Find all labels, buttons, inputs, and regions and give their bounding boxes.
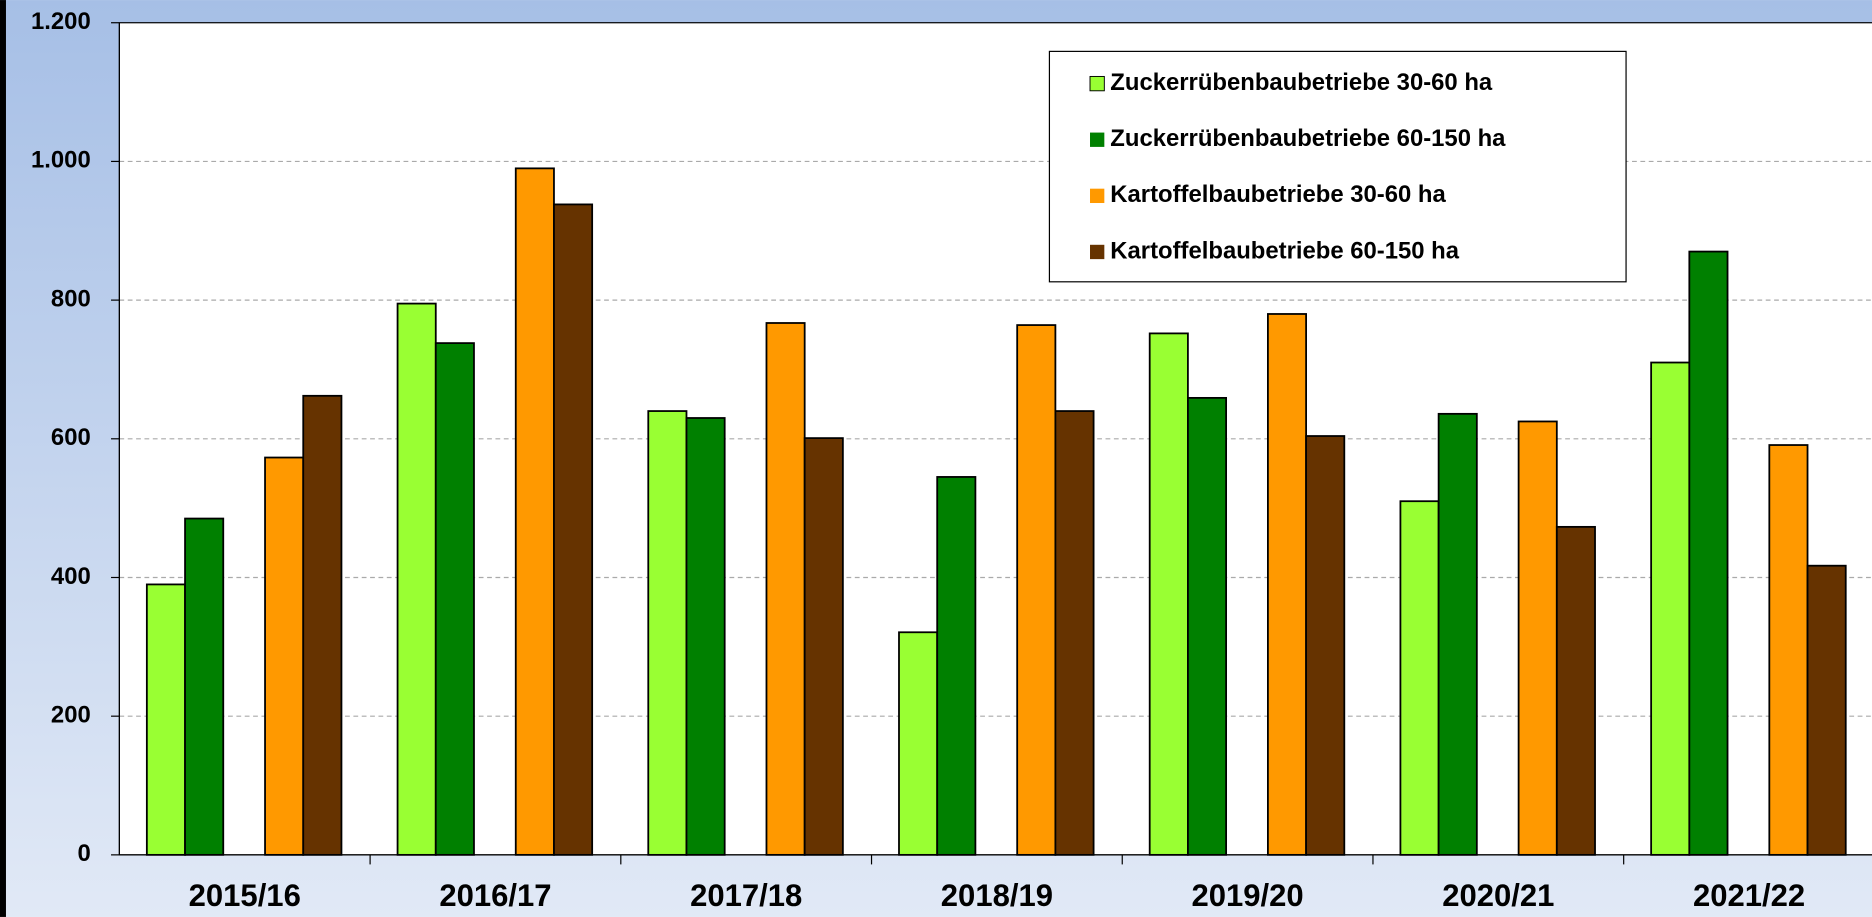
bar [434,342,475,856]
x-tick-label: 2019/20 [1192,878,1304,913]
bar [1148,332,1189,856]
x-tick-label: 2020/21 [1442,878,1554,913]
bar [1305,435,1346,856]
bar [1054,410,1095,856]
x-tick-label: 2015/16 [189,878,301,913]
bar [514,167,555,856]
bar [184,517,225,856]
x-tick-label: 2018/19 [941,878,1053,913]
bar [1650,361,1691,856]
bar [302,394,343,856]
legend-label: Kartoffelbaubetriebe 30-60 ha [1110,181,1446,208]
bar [685,417,726,856]
y-tick-label: 1.200 [31,8,91,35]
legend-swatch [1090,188,1105,204]
legend-swatch [1090,244,1105,260]
bar [1806,564,1847,856]
legend-label: Zuckerrübenbaubetriebe 30-60 ha [1110,69,1493,96]
bar [647,410,688,856]
bar [553,203,594,856]
bar [1688,250,1729,856]
y-tick-label: 800 [51,285,91,312]
bar [1267,313,1307,856]
y-tick-label: 600 [51,424,91,451]
legend-label: Zuckerrübenbaubetriebe 60-150 ha [1110,125,1506,152]
bar [1187,396,1228,856]
bar [936,476,977,856]
x-tick-label: 2021/22 [1693,878,1805,913]
y-tick-label: 1.000 [31,147,91,174]
legend-swatch [1090,132,1105,147]
bar [264,456,305,856]
left-border [0,0,6,917]
legend-box [1048,50,1627,283]
bar [1555,525,1596,856]
x-tick-label: 2016/17 [439,878,551,913]
legend-label: Kartoffelbaubetriebe 60-150 ha [1110,237,1459,264]
bar [1768,444,1809,856]
bar [898,631,939,856]
y-tick-label: 0 [77,840,90,867]
legend-swatch [1089,75,1105,92]
bar [803,437,844,856]
y-tick-label: 400 [51,563,91,590]
bar [1016,324,1057,856]
bar [1517,420,1558,856]
bar [1437,412,1478,856]
bar [1399,500,1440,856]
y-tick-label: 200 [51,701,91,728]
x-tick-label: 2017/18 [690,878,802,913]
bar [396,302,437,856]
bar [145,583,186,856]
bar [765,322,806,856]
